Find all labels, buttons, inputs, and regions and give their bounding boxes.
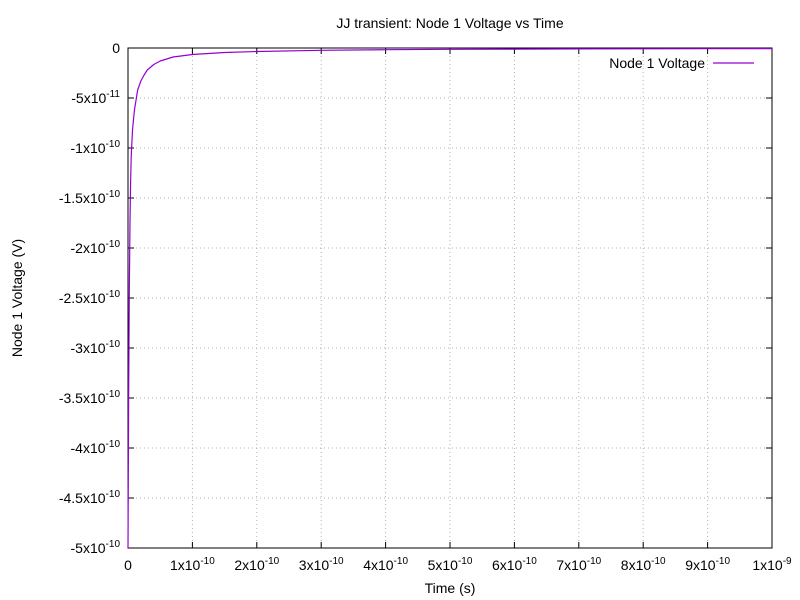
y-tick-label: -5x10-10 <box>71 539 121 556</box>
x-tick-label: 3x10-10 <box>299 556 344 573</box>
y-tick-label: -1x10-10 <box>71 139 121 156</box>
y-tick-labels: 0 -5x10-11 -1x10-10 -1.5x10-10 -2x10-10 -2.5x… <box>59 40 121 556</box>
y-tick-label: 0 <box>112 40 120 56</box>
x-tick-label: 9x10-10 <box>685 556 730 573</box>
legend-label: Node 1 Voltage <box>609 55 705 71</box>
y-axis-title: Node 1 Voltage (V) <box>9 239 25 357</box>
y-tick-label: -2.5x10-10 <box>59 289 121 306</box>
y-tick-label: -4x10-10 <box>71 439 121 456</box>
axes <box>127 47 773 549</box>
chart-title: JJ transient: Node 1 Voltage vs Time <box>336 15 563 31</box>
y-tick-label: -4.5x10-10 <box>59 489 121 506</box>
series-layer <box>127 47 773 549</box>
y-tick-label: -5x10-11 <box>71 89 120 106</box>
x-tick-label: 0 <box>124 557 132 573</box>
x-tick-label: 2x10-10 <box>234 556 279 573</box>
x-axis-title: Time (s) <box>425 580 476 596</box>
x-tick-label: 8x10-10 <box>621 556 666 573</box>
legend: Node 1 Voltage <box>609 55 754 71</box>
x-tick-label: 5x10-10 <box>428 556 473 573</box>
x-tick-label: 1x10-10 <box>170 556 215 573</box>
x-tick-label: 1x10-9 <box>752 556 792 573</box>
y-tick-label: -3x10-10 <box>71 339 121 356</box>
series-line <box>127 47 773 549</box>
y-tick-label: -2x10-10 <box>71 239 121 256</box>
x-tick-labels: 0 1x10-10 2x10-10 3x10-10 4x10-10 5x10-10 6x10… <box>124 556 792 573</box>
y-tick-label: -3.5x10-10 <box>59 389 121 406</box>
y-tick-label: -1.5x10-10 <box>59 189 121 206</box>
x-tick-label: 7x10-10 <box>556 556 601 573</box>
x-tick-label: 6x10-10 <box>492 556 537 573</box>
grid <box>128 48 772 548</box>
plot-border <box>127 47 773 549</box>
x-tick-label: 4x10-10 <box>363 556 408 573</box>
